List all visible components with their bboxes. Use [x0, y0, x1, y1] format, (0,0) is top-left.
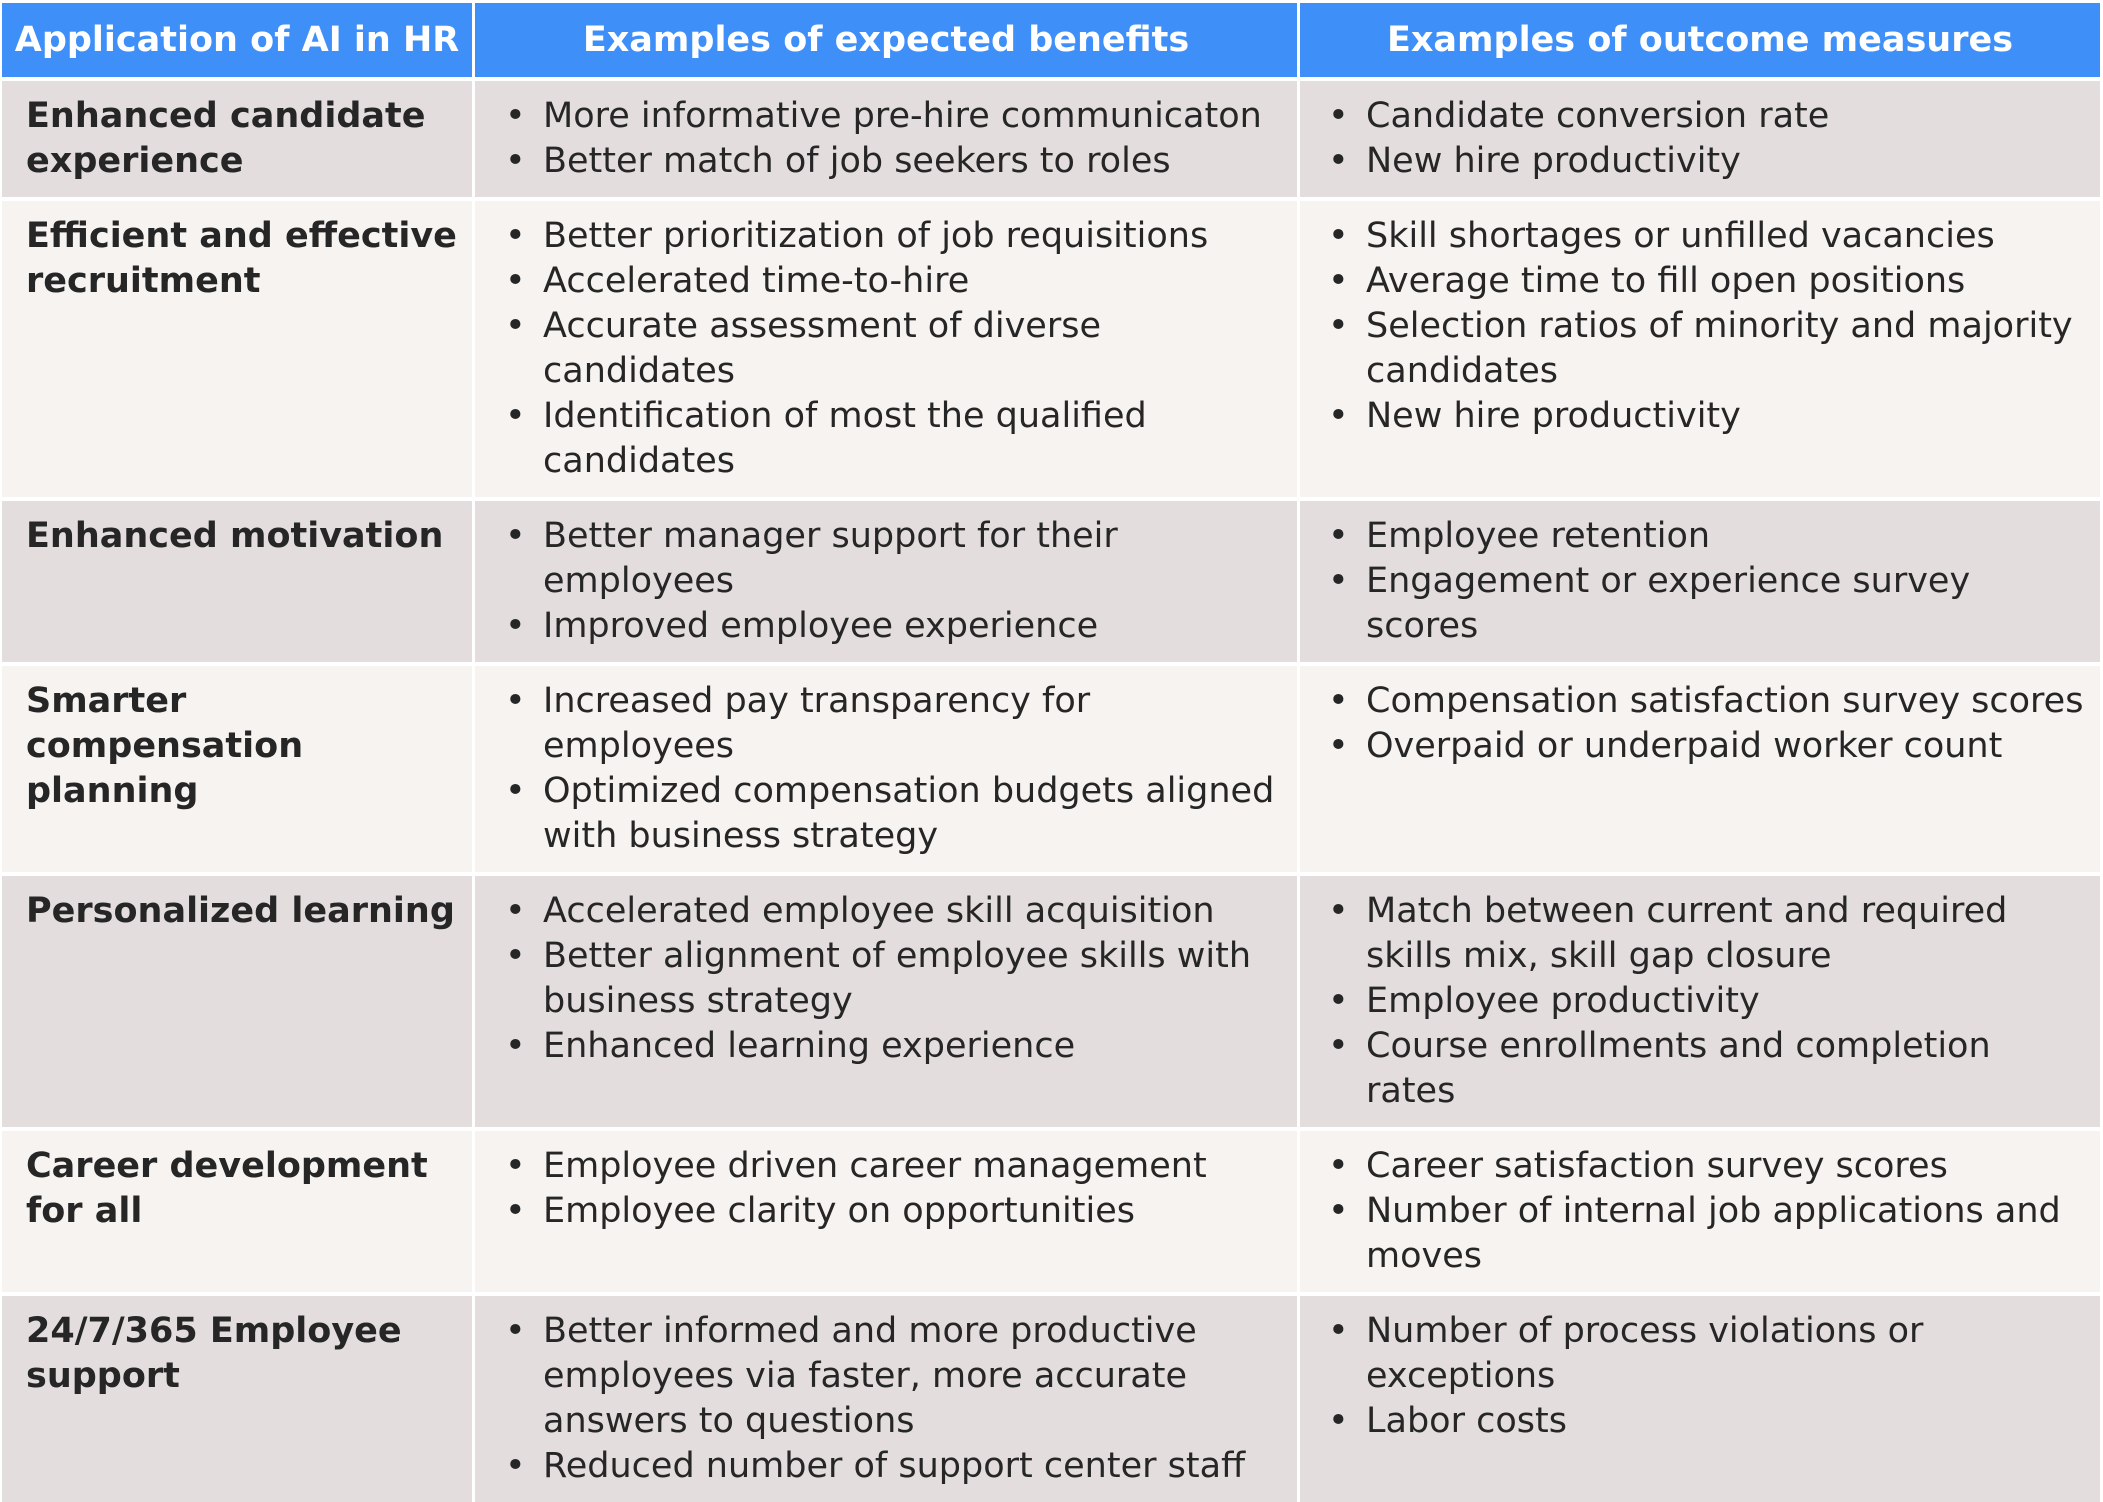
list-item: Increased pay transparency for employees — [503, 679, 1287, 769]
application-cell: Smarter compensation planning — [2, 662, 472, 872]
list-item: Compensation satisfaction survey scores — [1326, 679, 2090, 724]
list-item: Course enrollments and completion rates — [1326, 1024, 2090, 1114]
measures-cell: Compensation satisfaction survey scores … — [1297, 662, 2100, 872]
benefits-cell: Better prioritization of job requisition… — [472, 197, 1297, 497]
application-cell: Enhanced candidate experience — [2, 77, 472, 197]
benefits-cell: More informative pre-hire communicaton B… — [472, 77, 1297, 197]
benefits-list: Increased pay transparency for employees… — [503, 679, 1287, 859]
measures-list: Career satisfaction survey scores Number… — [1326, 1144, 2090, 1279]
list-item: Better informed and more productive empl… — [503, 1309, 1287, 1444]
benefits-list: Better informed and more productive empl… — [503, 1309, 1287, 1489]
list-item: Optimized compensation budgets aligned w… — [503, 769, 1287, 859]
benefits-list: Better manager support for their employe… — [503, 514, 1287, 649]
list-item: Match between current and required skill… — [1326, 889, 2090, 979]
list-item: More informative pre-hire communicaton — [503, 94, 1287, 139]
list-item: Enhanced learning experience — [503, 1024, 1287, 1069]
benefits-list: Better prioritization of job requisition… — [503, 214, 1287, 484]
list-item: Better match of job seekers to roles — [503, 139, 1287, 184]
application-cell: Personalized learning — [2, 872, 472, 1127]
list-item: Better manager support for their employe… — [503, 514, 1287, 604]
measures-list: Skill shortages or unfilled vacancies Av… — [1326, 214, 2090, 439]
benefits-cell: Increased pay transparency for employees… — [472, 662, 1297, 872]
list-item: Career satisfaction survey scores — [1326, 1144, 2090, 1189]
list-item: Accurate assessment of diverse candidate… — [503, 304, 1287, 394]
benefits-cell: Better manager support for their employe… — [472, 497, 1297, 662]
measures-cell: Candidate conversion rate New hire produ… — [1297, 77, 2100, 197]
hr-ai-table: Application of AI in HR Examples of expe… — [2, 3, 2100, 1502]
list-item: Better alignment of employee skills with… — [503, 934, 1287, 1024]
application-cell: Career development for all — [2, 1127, 472, 1292]
list-item: Candidate conversion rate — [1326, 94, 2090, 139]
measures-cell: Match between current and required skill… — [1297, 872, 2100, 1127]
list-item: Accelerated time-to-hire — [503, 259, 1287, 304]
list-item: Employee retention — [1326, 514, 2090, 559]
measures-list: Number of process violations or exceptio… — [1326, 1309, 2090, 1444]
measures-list: Candidate conversion rate New hire produ… — [1326, 94, 2090, 184]
list-item: Selection ratios of minority and majorit… — [1326, 304, 2090, 394]
list-item: Average time to fill open positions — [1326, 259, 2090, 304]
list-item: Reduced number of support center staff — [503, 1444, 1287, 1489]
list-item: Labor costs — [1326, 1399, 2090, 1444]
application-cell: Enhanced motivation — [2, 497, 472, 662]
measures-cell: Employee retention Engagement or experie… — [1297, 497, 2100, 662]
list-item: Identification of most the qualified can… — [503, 394, 1287, 484]
measures-cell: Number of process violations or exceptio… — [1297, 1292, 2100, 1502]
list-item: Employee driven career management — [503, 1144, 1287, 1189]
list-item: Number of process violations or exceptio… — [1326, 1309, 2090, 1399]
benefits-list: Employee driven career management Employ… — [503, 1144, 1287, 1234]
list-item: Number of internal job applications and … — [1326, 1189, 2090, 1279]
measures-list: Compensation satisfaction survey scores … — [1326, 679, 2090, 769]
list-item: Employee clarity on opportunities — [503, 1189, 1287, 1234]
benefits-list: Accelerated employee skill acquisition B… — [503, 889, 1287, 1069]
list-item: Engagement or experience survey scores — [1326, 559, 2090, 649]
list-item: Better prioritization of job requisition… — [503, 214, 1287, 259]
list-item: Skill shortages or unfilled vacancies — [1326, 214, 2090, 259]
header-measures: Examples of outcome measures — [1297, 3, 2100, 77]
application-cell: Efficient and effective recruitment — [2, 197, 472, 497]
measures-cell: Career satisfaction survey scores Number… — [1297, 1127, 2100, 1292]
application-cell: 24/7/365 Employee support — [2, 1292, 472, 1502]
list-item: Improved employee experience — [503, 604, 1287, 649]
benefits-list: More informative pre-hire communicaton B… — [503, 94, 1287, 184]
list-item: Accelerated employee skill acquisition — [503, 889, 1287, 934]
list-item: Overpaid or underpaid worker count — [1326, 724, 2090, 769]
list-item: Employee productivity — [1326, 979, 2090, 1024]
measures-cell: Skill shortages or unfilled vacancies Av… — [1297, 197, 2100, 497]
header-application: Application of AI in HR — [2, 3, 472, 77]
measures-list: Match between current and required skill… — [1326, 889, 2090, 1114]
header-benefits: Examples of expected benefits — [472, 3, 1297, 77]
benefits-cell: Employee driven career management Employ… — [472, 1127, 1297, 1292]
benefits-cell: Better informed and more productive empl… — [472, 1292, 1297, 1502]
list-item: New hire productivity — [1326, 394, 2090, 439]
list-item: New hire productivity — [1326, 139, 2090, 184]
measures-list: Employee retention Engagement or experie… — [1326, 514, 2090, 649]
benefits-cell: Accelerated employee skill acquisition B… — [472, 872, 1297, 1127]
